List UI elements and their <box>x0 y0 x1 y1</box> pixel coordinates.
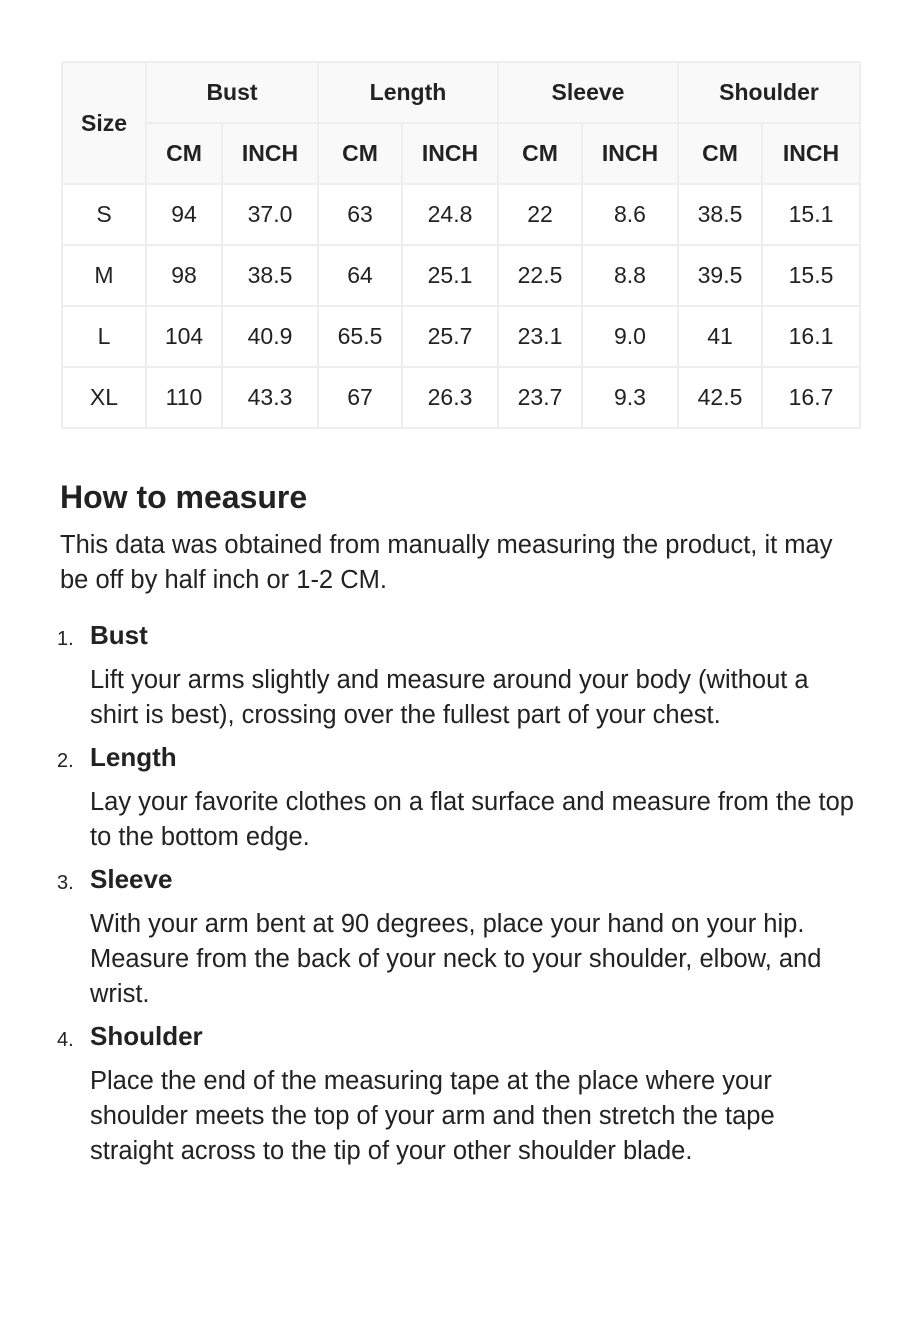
unit-header: INCH <box>401 122 499 185</box>
value-cell: 15.1 <box>761 183 861 246</box>
section-heading: How to measure <box>60 479 308 515</box>
how-to-measure-section: How to measure This data was obtained fr… <box>57 474 860 1176</box>
value-cell: 40.9 <box>221 305 319 368</box>
value-cell: 104 <box>145 305 223 368</box>
unit-header: CM <box>317 122 403 185</box>
value-cell: 37.0 <box>221 183 319 246</box>
size-cell: M <box>61 244 147 307</box>
value-cell: 39.5 <box>677 244 763 307</box>
group-header: Sleeve <box>497 61 679 124</box>
table-row: XL 110 43.3 67 26.3 23.7 9.3 42.5 16.7 <box>61 366 861 429</box>
unit-header: CM <box>145 122 223 185</box>
value-cell: 26.3 <box>401 366 499 429</box>
value-cell: 24.8 <box>401 183 499 246</box>
value-cell: 9.0 <box>581 305 679 368</box>
group-header: Shoulder <box>677 61 861 124</box>
item-description: With your arm bent at 90 degrees, place … <box>90 910 822 1008</box>
value-cell: 110 <box>145 366 223 429</box>
list-item: 2. Length Lay your favorite clothes on a f… <box>57 740 860 855</box>
unit-header: INCH <box>581 122 679 185</box>
size-header: Size <box>61 61 147 185</box>
measure-steps-list: 1. Bust Lift your arms slightly and measur… <box>57 618 860 1169</box>
value-cell: 38.5 <box>221 244 319 307</box>
unit-header: INCH <box>761 122 861 185</box>
value-cell: 22.5 <box>497 244 583 307</box>
table-row: M 98 38.5 64 25.1 22.5 8.8 39.5 15.5 <box>61 244 861 307</box>
value-cell: 8.8 <box>581 244 679 307</box>
size-cell: XL <box>61 366 147 429</box>
item-description: Lay your favorite clothes on a flat surf… <box>90 788 854 851</box>
value-cell: 15.5 <box>761 244 861 307</box>
value-cell: 63 <box>317 183 403 246</box>
size-chart-table: Size Bust Length Sleeve Shoulder CM INCH CM INC… <box>61 61 861 429</box>
value-cell: 25.7 <box>401 305 499 368</box>
size-cell: S <box>61 183 147 246</box>
value-cell: 98 <box>145 244 223 307</box>
item-title: Length <box>90 742 177 772</box>
value-cell: 43.3 <box>221 366 319 429</box>
value-cell: 94 <box>145 183 223 246</box>
group-header: Length <box>317 61 499 124</box>
size-cell: L <box>61 305 147 368</box>
value-cell: 8.6 <box>581 183 679 246</box>
value-cell: 42.5 <box>677 366 763 429</box>
item-number: 4. <box>57 1029 74 1051</box>
item-number: 2. <box>57 750 74 772</box>
unit-header: INCH <box>221 122 319 185</box>
item-number: 3. <box>57 872 74 894</box>
table-row: L 104 40.9 65.5 25.7 23.1 9.0 41 16.1 <box>61 305 861 368</box>
value-cell: 16.1 <box>761 305 861 368</box>
unit-header: CM <box>677 122 763 185</box>
value-cell: 23.7 <box>497 366 583 429</box>
list-item: 4. Shoulder Place the end of the measuring… <box>57 1019 860 1169</box>
item-title: Sleeve <box>90 864 173 894</box>
value-cell: 41 <box>677 305 763 368</box>
value-cell: 9.3 <box>581 366 679 429</box>
item-title: Bust <box>90 620 148 650</box>
item-description: Lift your arms slightly and measure arou… <box>90 666 809 729</box>
table-row: S 94 37.0 63 24.8 22 8.6 38.5 15.1 <box>61 183 861 246</box>
value-cell: 25.1 <box>401 244 499 307</box>
value-cell: 38.5 <box>677 183 763 246</box>
intro-text: This data was obtained from manually mea… <box>60 531 833 594</box>
value-cell: 16.7 <box>761 366 861 429</box>
value-cell: 64 <box>317 244 403 307</box>
item-number: 1. <box>57 628 74 650</box>
unit-header: CM <box>497 122 583 185</box>
list-item: 3. Sleeve With your arm bent at 90 degrees… <box>57 862 860 1012</box>
item-title: Shoulder <box>90 1021 203 1051</box>
list-item: 1. Bust Lift your arms slightly and measur… <box>57 618 860 733</box>
value-cell: 65.5 <box>317 305 403 368</box>
value-cell: 23.1 <box>497 305 583 368</box>
value-cell: 22 <box>497 183 583 246</box>
item-description: Place the end of the measuring tape at t… <box>90 1067 775 1165</box>
group-header: Bust <box>145 61 319 124</box>
value-cell: 67 <box>317 366 403 429</box>
